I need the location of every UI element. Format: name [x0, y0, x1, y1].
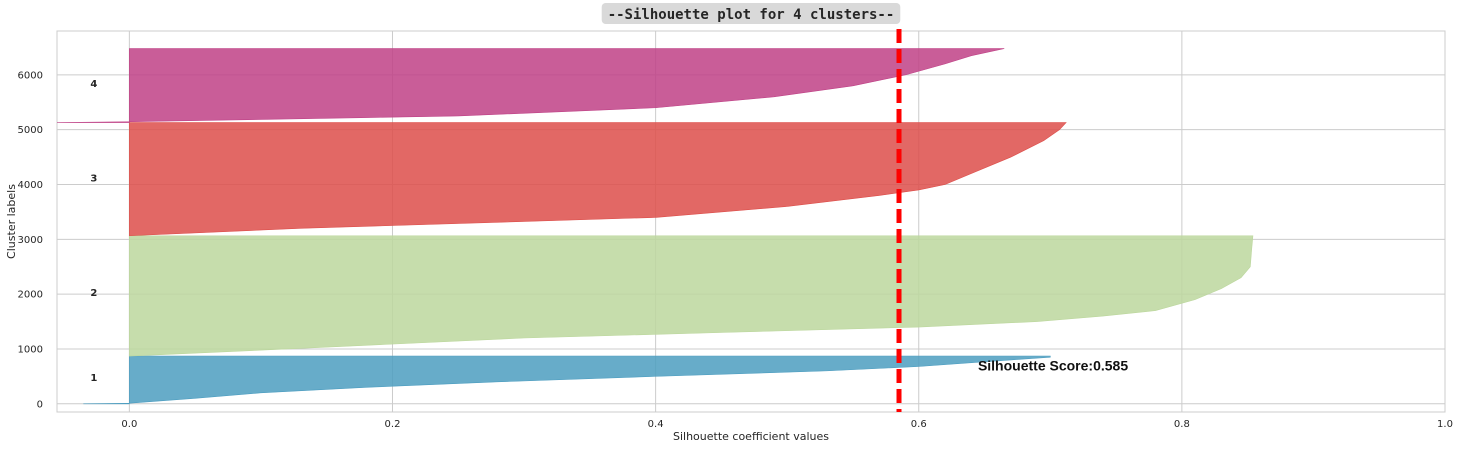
y-tick-label: 2000 — [18, 290, 43, 301]
x-tick-label: 0.6 — [911, 419, 927, 430]
cluster-3-label: 3 — [90, 173, 97, 184]
cluster-4-group: 4 — [56, 48, 1005, 123]
silhouette-score-annotation: Silhouette Score:0.585 — [978, 357, 1128, 373]
score-line-group: Silhouette Score:0.585 — [896, 29, 1128, 412]
cluster-2-label: 2 — [90, 288, 97, 299]
y-tick-label: 3000 — [18, 235, 43, 246]
y-axis-label: Cluster labels — [5, 184, 18, 259]
title-box — [601, 3, 901, 24]
cluster-1-group: 1 — [83, 355, 1051, 405]
title-group: --Silhouette plot for 4 clusters-- — [601, 3, 901, 24]
x-tick-label: 0.4 — [648, 419, 664, 430]
y-tick-label: 4000 — [18, 180, 43, 191]
cluster-3-group: 3 — [90, 122, 1067, 237]
cluster-4-label: 4 — [90, 79, 97, 90]
x-tick-label: 1.0 — [1437, 419, 1453, 430]
x-axis-label: Silhouette coefficient values — [673, 430, 829, 443]
y-tick-label: 5000 — [18, 125, 43, 136]
cluster-silhouettes: 1 2 3 4 — [56, 48, 1254, 405]
axis-ticks: 0.0 0.2 0.4 0.6 0.8 1.0 0 1000 2000 3000 4000 5000 6… — [18, 70, 1453, 430]
x-tick-label: 0.0 — [121, 419, 137, 430]
cluster-3-silhouette — [129, 122, 1067, 237]
cluster-1-label: 1 — [90, 373, 97, 384]
x-tick-label: 0.2 — [385, 419, 401, 430]
cluster-4-silhouette — [56, 48, 1005, 123]
x-tick-label: 0.8 — [1174, 419, 1190, 430]
y-tick-label: 0 — [37, 399, 43, 410]
chart-title: --Silhouette plot for 4 clusters-- — [608, 7, 895, 23]
y-tick-label: 1000 — [18, 344, 43, 355]
y-tick-label: 6000 — [18, 70, 43, 81]
cluster-1-silhouette — [83, 355, 1051, 405]
cluster-2-silhouette — [129, 235, 1254, 357]
cluster-2-group: 2 — [90, 235, 1254, 357]
